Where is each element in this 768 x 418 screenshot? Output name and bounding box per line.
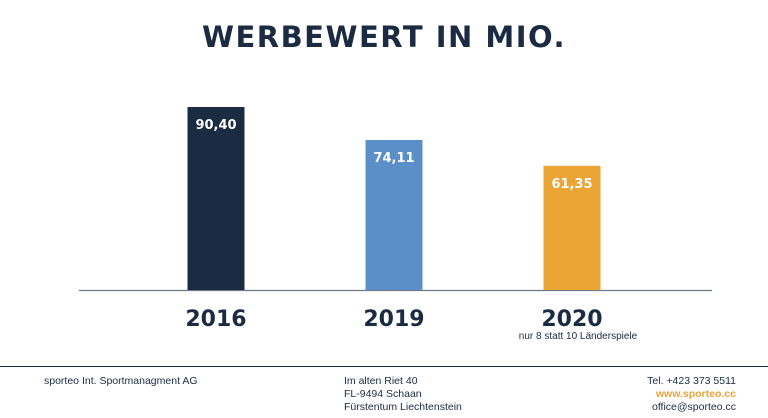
footer-company-block: sporteo Int. Sportmanagment AG <box>44 375 198 388</box>
footer: sporteo Int. Sportmanagment AG Im alten … <box>0 366 768 418</box>
bar-2016 <box>187 107 245 290</box>
phone-number: Tel. +423 373 5511 <box>647 375 736 387</box>
value-label-2020: 61,35 <box>551 177 592 192</box>
category-label-2016: 2016 <box>185 307 246 332</box>
footer-contact-block: Tel. +423 373 5511 www.sporteo.cc office… <box>647 375 736 414</box>
annotation-2020: nur 8 statt 10 Länderspiele <box>518 331 638 342</box>
category-label-2019: 2019 <box>363 307 424 332</box>
footer-address-block: Im alten Riet 40 FL-9494 Schaan Fürstent… <box>344 375 462 414</box>
value-label-2019: 74,11 <box>373 151 414 166</box>
value-label-2016: 90,40 <box>195 118 236 133</box>
bar-chart: 90,40 2016 74,11 2019 61,35 2020 <box>79 107 712 332</box>
email-link[interactable]: office@sporteo.cc <box>651 401 736 413</box>
address-city: FL-9494 Schaan <box>344 388 422 400</box>
bar-2020 <box>543 165 601 290</box>
company-name: sporteo Int. Sportmanagment AG <box>44 375 198 387</box>
website-link[interactable]: www.sporteo.cc <box>655 388 736 400</box>
bar-2019 <box>365 139 423 290</box>
chart-title: WERBEWERT IN MIO. <box>201 20 567 54</box>
category-label-2020: 2020 <box>541 307 602 332</box>
address-country: Fürstentum Liechtenstein <box>344 401 462 413</box>
address-street: Im alten Riet 40 <box>344 375 418 387</box>
